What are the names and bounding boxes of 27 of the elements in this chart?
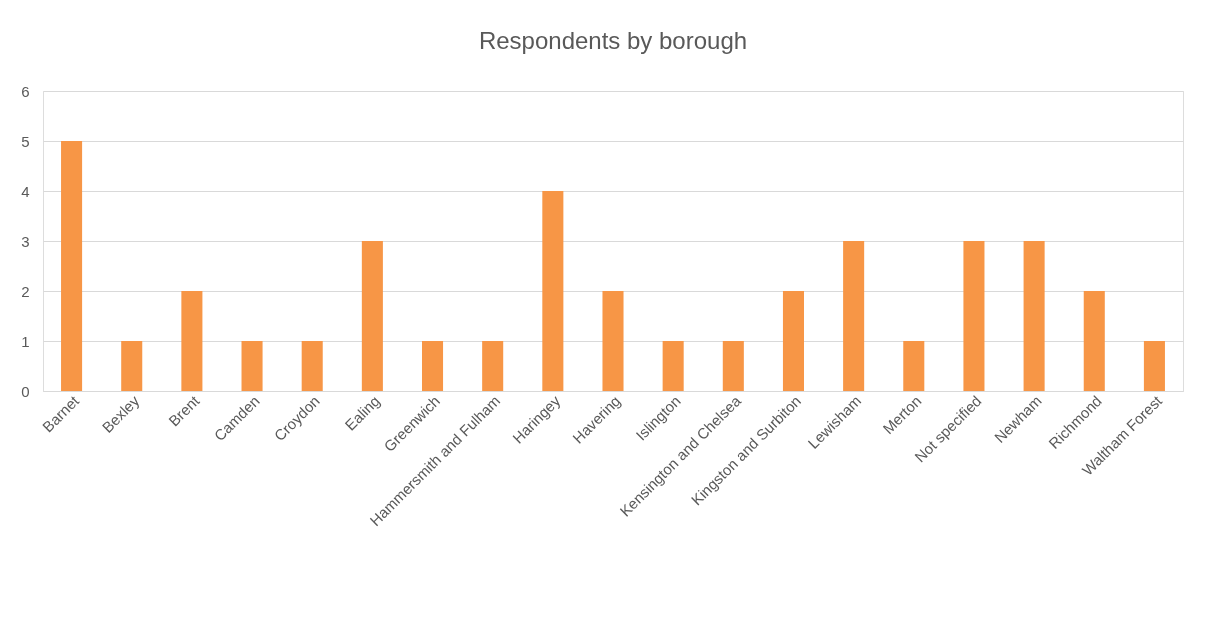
chart-title: Respondents by borough — [478, 27, 748, 54]
bar — [121, 341, 143, 391]
bar — [602, 291, 624, 391]
y-tick-label: 1 — [21, 332, 30, 350]
bar — [542, 191, 564, 391]
y-tick-label: 2 — [21, 282, 30, 300]
y-tick-label: 4 — [21, 182, 30, 200]
bar — [722, 341, 744, 391]
bar — [1143, 341, 1165, 391]
bar — [301, 341, 323, 391]
y-tick-label: 3 — [21, 232, 30, 250]
bar — [662, 341, 684, 391]
bar — [843, 241, 865, 391]
bar — [1023, 241, 1045, 391]
bar — [963, 241, 985, 391]
bar — [241, 341, 263, 391]
y-tick-label: 0 — [21, 382, 30, 400]
bar — [482, 341, 504, 391]
bar — [361, 241, 383, 391]
bar — [1083, 291, 1105, 391]
y-tick-label: 6 — [21, 82, 30, 100]
bar — [181, 291, 203, 391]
bar — [422, 341, 444, 391]
y-tick-label: 5 — [21, 132, 30, 150]
bar — [782, 291, 804, 391]
bar — [903, 341, 925, 391]
bar — [61, 141, 83, 391]
